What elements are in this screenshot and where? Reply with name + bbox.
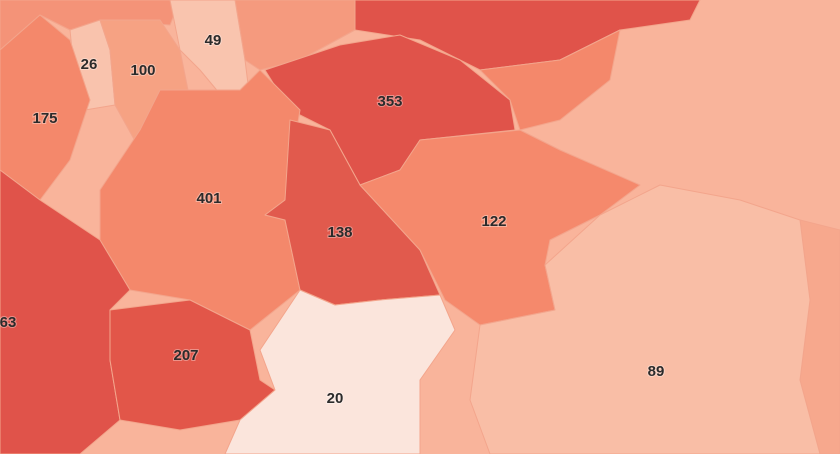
region-label: 122 — [481, 213, 506, 230]
region-label: 401 — [196, 190, 221, 207]
region-label: 353 — [377, 93, 402, 110]
region — [479, 29, 621, 131]
region-label: 26 — [81, 56, 98, 73]
region-label: 89 — [648, 363, 665, 380]
region-label: 175 — [32, 110, 57, 127]
region-label: 207 — [173, 347, 198, 364]
region — [224, 289, 456, 454]
region-label: 63 — [0, 314, 16, 331]
region-label: 100 — [130, 62, 155, 79]
region-label: 20 — [327, 390, 344, 407]
region — [469, 184, 821, 454]
region-label: 49 — [205, 32, 222, 49]
region-label: 138 — [327, 224, 352, 241]
region — [359, 129, 641, 326]
